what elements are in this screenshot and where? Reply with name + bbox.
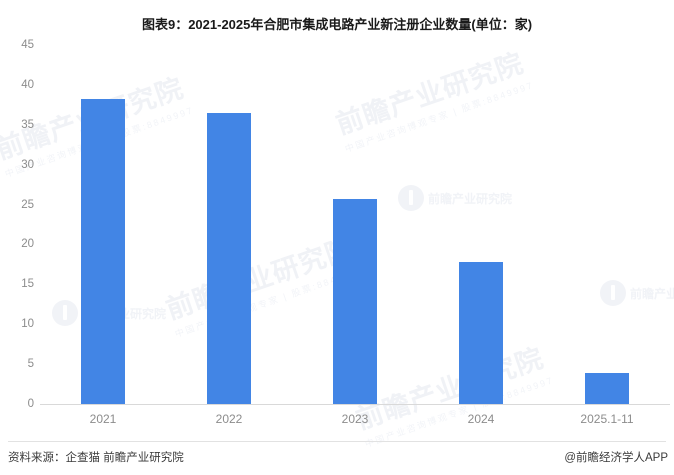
y-axis-tick-label: 10 (21, 318, 34, 331)
y-axis-tick-label: 15 (21, 278, 34, 291)
y-axis-tick-label: 35 (21, 118, 34, 131)
y-axis-tick-label: 20 (21, 238, 34, 251)
x-axis-tick-label: 2025.1-11 (580, 412, 634, 426)
bar (585, 373, 629, 405)
y-axis-tick-label: 0 (27, 398, 34, 410)
y-axis-tick-label: 25 (21, 198, 34, 211)
bars-container (40, 45, 670, 405)
footer-divider (8, 441, 666, 442)
y-axis-tick-label: 5 (27, 358, 34, 371)
x-axis-tick-label: 2024 (467, 412, 495, 426)
bar (459, 262, 503, 405)
bar (333, 199, 377, 405)
x-axis: 2021 2022 2023 2024 2025.1-11 (40, 412, 670, 434)
y-axis: 0 5 10 15 20 25 30 35 40 45 (0, 39, 34, 410)
y-axis-tick-label: 45 (21, 39, 34, 51)
x-axis-tick-label: 2021 (89, 412, 117, 426)
axis-baseline (40, 404, 670, 405)
x-axis-tick-label: 2022 (215, 412, 243, 426)
bar (207, 113, 251, 405)
chart-title: 图表9：2021-2025年合肥市集成电路产业新注册企业数量(单位：家) (141, 17, 533, 32)
attribution-note: @前瞻经济学人APP (564, 452, 668, 464)
y-axis-tick-label: 40 (21, 78, 34, 91)
bar (81, 98, 125, 405)
y-axis-tick-label: 30 (21, 158, 34, 171)
x-axis-tick-label: 2023 (341, 412, 369, 426)
source-note: 资料来源：企查猫 前瞻产业研究院 (8, 452, 184, 464)
